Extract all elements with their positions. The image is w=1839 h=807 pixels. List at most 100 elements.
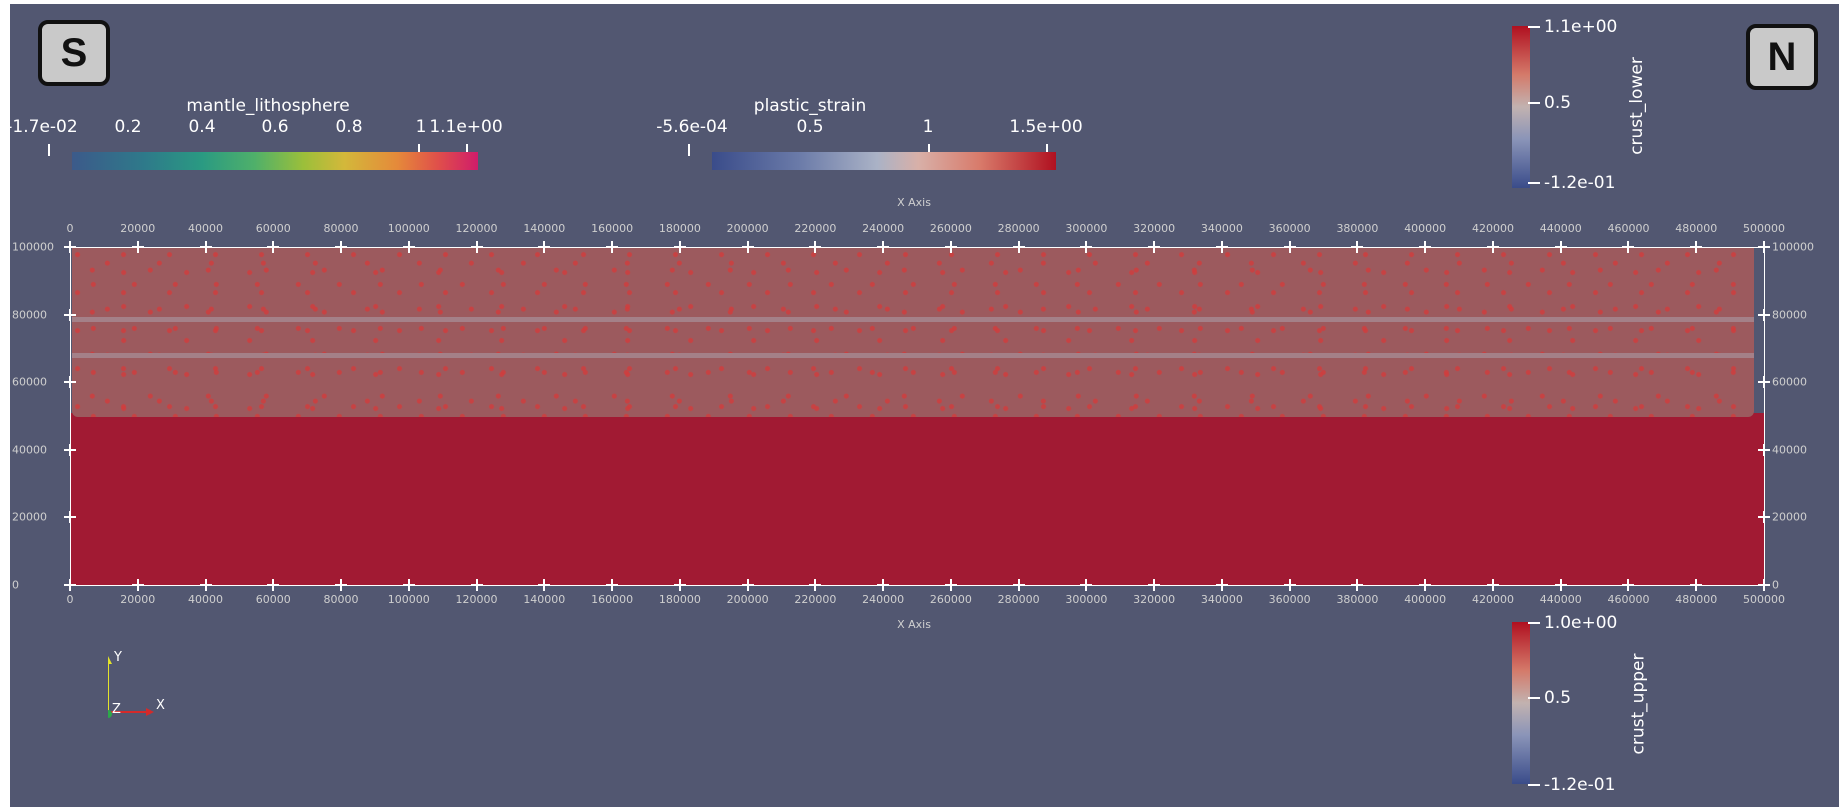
axis-tick-mark: [267, 579, 280, 591]
colorbar-tick: [418, 144, 420, 156]
axis-tick-mark: [1080, 579, 1093, 591]
y-tick-label-right: 100000: [1772, 240, 1814, 254]
axis-tick-mark: [267, 241, 280, 253]
axis-tick-mark: [1690, 579, 1703, 591]
x-tick-label-top: 120000: [455, 222, 498, 235]
x-tick-label-top: 80000: [323, 222, 359, 235]
x-tick-label-top: 260000: [929, 222, 972, 235]
axis-tick-mark: [64, 579, 76, 591]
colorbar-tick: [928, 144, 930, 156]
colorbar-label: 1.1e+00: [1544, 17, 1618, 37]
colorbar-tick: [1528, 697, 1540, 699]
x-tick-label-top: 40000: [188, 222, 224, 235]
x-tick-label-bottom: 340000: [1200, 593, 1243, 606]
x-tick-label-bottom: 140000: [523, 593, 566, 606]
axis-tick-mark: [64, 308, 76, 321]
axis-tick-mark: [64, 376, 76, 389]
x-tick-label-top: 60000: [255, 222, 291, 235]
render-viewport[interactable]: S N mantle_lithosphere -1.7e-02 0.2 0.4 …: [10, 4, 1839, 807]
colorbar-label: 0.8: [335, 117, 363, 137]
x-tick-label-bottom: 320000: [1133, 593, 1176, 606]
x-axis-title-top: X Axis: [897, 196, 931, 209]
y-tick-label-right: 80000: [1772, 308, 1807, 322]
axis-tick-mark: [1758, 579, 1770, 591]
axis-tick-mark: [606, 241, 619, 253]
axis-tick-mark: [131, 579, 144, 591]
axis-tick-mark: [1012, 579, 1025, 591]
colorbar-tick: [466, 144, 468, 156]
y-tick-label-left: 100000: [12, 240, 54, 254]
axis-tick-mark: [1758, 241, 1770, 253]
x-tick-label-top: 460000: [1607, 222, 1650, 235]
x-tick-label-top: 440000: [1539, 222, 1582, 235]
x-tick-label-top: 400000: [1404, 222, 1447, 235]
axis-tick-mark: [809, 579, 822, 591]
axis-tick-mark: [1419, 241, 1432, 253]
axis-tick-mark: [673, 579, 686, 591]
x-tick-label-top: 160000: [591, 222, 634, 235]
x-tick-label-top: 480000: [1675, 222, 1718, 235]
colorbar-gradient: [1512, 622, 1530, 784]
axis-tick-mark: [1012, 241, 1025, 253]
axis-tick-mark: [402, 579, 415, 591]
x-tick-label-bottom: 300000: [1065, 593, 1108, 606]
x-tick-label-bottom: 20000: [120, 593, 156, 606]
y-tick-label-right: 20000: [1772, 510, 1807, 524]
y-tick-label-left: 20000: [12, 510, 47, 524]
colorbar-label: 0.5: [796, 117, 824, 137]
colorbar-title: crust_upper: [1628, 653, 1649, 755]
axis-tick-mark: [1758, 443, 1770, 456]
x-tick-label-bottom: 380000: [1336, 593, 1379, 606]
x-tick-label-top: 420000: [1471, 222, 1514, 235]
axis-tick-mark: [741, 579, 754, 591]
x-tick-label-bottom: 360000: [1268, 593, 1311, 606]
colorbar-label: 0.5: [1544, 93, 1572, 113]
colorbar-label: -1.2e-01: [1544, 775, 1616, 795]
x-tick-label-bottom: 60000: [255, 593, 291, 606]
x-tick-label-top: 360000: [1268, 222, 1311, 235]
colorbar-gradient: [1512, 26, 1530, 188]
x-tick-label-bottom: 200000: [726, 593, 769, 606]
y-tick-label-right: 0: [1772, 578, 1779, 592]
axis-frame-line: [70, 247, 1764, 248]
axis-tick-mark: [673, 241, 686, 253]
colorbar-label: 1: [922, 117, 934, 137]
x-tick-label-top: 340000: [1200, 222, 1243, 235]
axis-tick-mark: [1351, 579, 1364, 591]
mantle-lithosphere-layer: [70, 413, 1764, 585]
x-tick-label-bottom: 480000: [1675, 593, 1718, 606]
y-tick-label-left: 80000: [12, 308, 47, 322]
axis-tick-mark: [944, 241, 957, 253]
colorbar-tick: [1046, 144, 1048, 156]
x-tick-label-bottom: 80000: [323, 593, 359, 606]
axis-tick-mark: [1148, 579, 1161, 591]
y-tick-label-right: 60000: [1772, 375, 1807, 389]
x-tick-label-top: 320000: [1133, 222, 1176, 235]
colorbar-title: crust_lower: [1626, 57, 1647, 155]
axis-tick-mark: [1283, 241, 1296, 253]
y-tick-label-left: 40000: [12, 443, 47, 457]
x-tick-label-bottom: 460000: [1607, 593, 1650, 606]
x-tick-label-top: 220000: [794, 222, 837, 235]
orientation-x-label: X: [156, 698, 165, 713]
axis-tick-mark: [1215, 241, 1228, 253]
x-tick-label-bottom: 120000: [455, 593, 498, 606]
colorbar-tick: [1528, 102, 1540, 104]
axis-tick-mark: [402, 241, 415, 253]
x-tick-label-top: 280000: [997, 222, 1040, 235]
colorbar-label: 1.5e+00: [1009, 117, 1083, 137]
axis-tick-mark: [1554, 579, 1567, 591]
x-tick-label-top: 300000: [1065, 222, 1108, 235]
x-tick-label-bottom: 400000: [1404, 593, 1447, 606]
x-tick-label-bottom: 420000: [1471, 593, 1514, 606]
axis-tick-mark: [131, 241, 144, 253]
axis-tick-mark: [1283, 579, 1296, 591]
north-marker: N: [1746, 24, 1818, 90]
y-tick-label-left: 60000: [12, 375, 47, 389]
colorbar-title: mantle_lithosphere: [186, 96, 350, 116]
colorbar-tick: [48, 144, 50, 156]
colorbar-tick: [688, 144, 690, 156]
y-tick-label-left: 0: [12, 578, 19, 592]
axis-tick-mark: [335, 241, 348, 253]
model-domain: [70, 247, 1764, 585]
